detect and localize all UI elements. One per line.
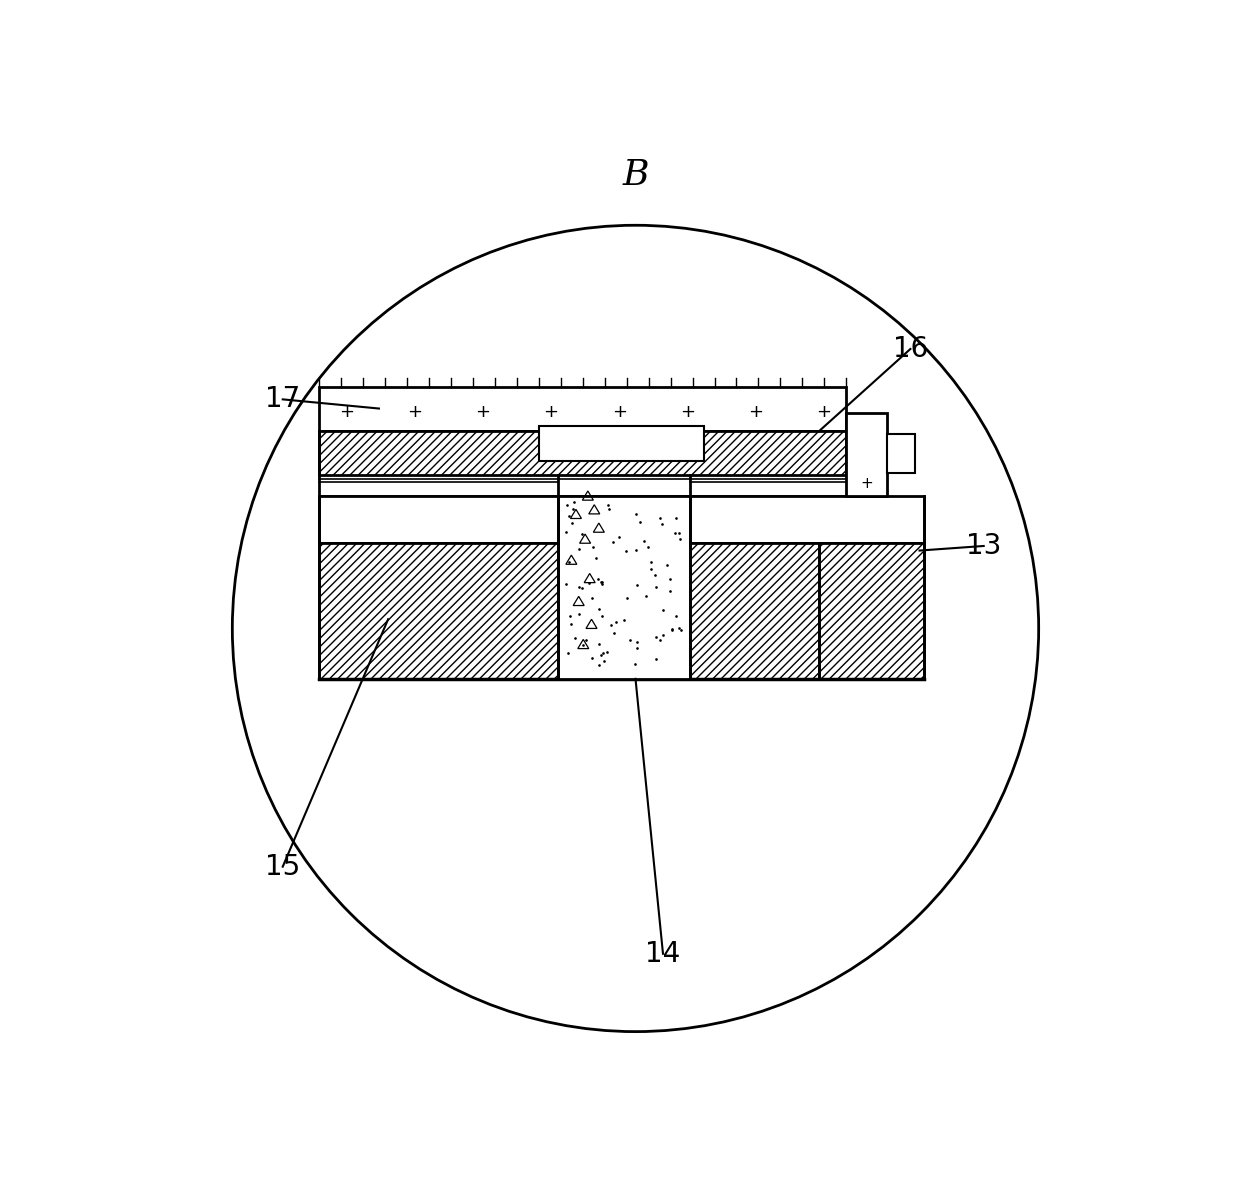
Text: 15: 15 bbox=[265, 853, 300, 881]
Text: B: B bbox=[622, 158, 649, 192]
Text: +: + bbox=[748, 402, 763, 420]
Bar bbox=[558, 495, 691, 678]
Bar bbox=[691, 543, 924, 678]
Text: 13: 13 bbox=[966, 532, 1002, 560]
Bar bbox=[320, 495, 924, 543]
Text: +: + bbox=[611, 402, 626, 420]
Bar bbox=[320, 388, 846, 432]
Text: 16: 16 bbox=[893, 334, 928, 363]
Text: 14: 14 bbox=[645, 940, 681, 967]
Bar bbox=[539, 426, 704, 461]
Text: +: + bbox=[543, 402, 558, 420]
Bar bbox=[846, 413, 888, 495]
Text: +: + bbox=[680, 402, 694, 420]
Bar bbox=[888, 434, 915, 472]
Text: +: + bbox=[408, 402, 423, 420]
Text: +: + bbox=[340, 402, 355, 420]
Bar bbox=[320, 543, 558, 678]
Text: 17: 17 bbox=[265, 386, 300, 413]
Text: +: + bbox=[861, 476, 873, 491]
Text: +: + bbox=[475, 402, 491, 420]
Bar bbox=[818, 543, 924, 678]
Text: +: + bbox=[816, 402, 831, 420]
Bar bbox=[320, 432, 846, 475]
